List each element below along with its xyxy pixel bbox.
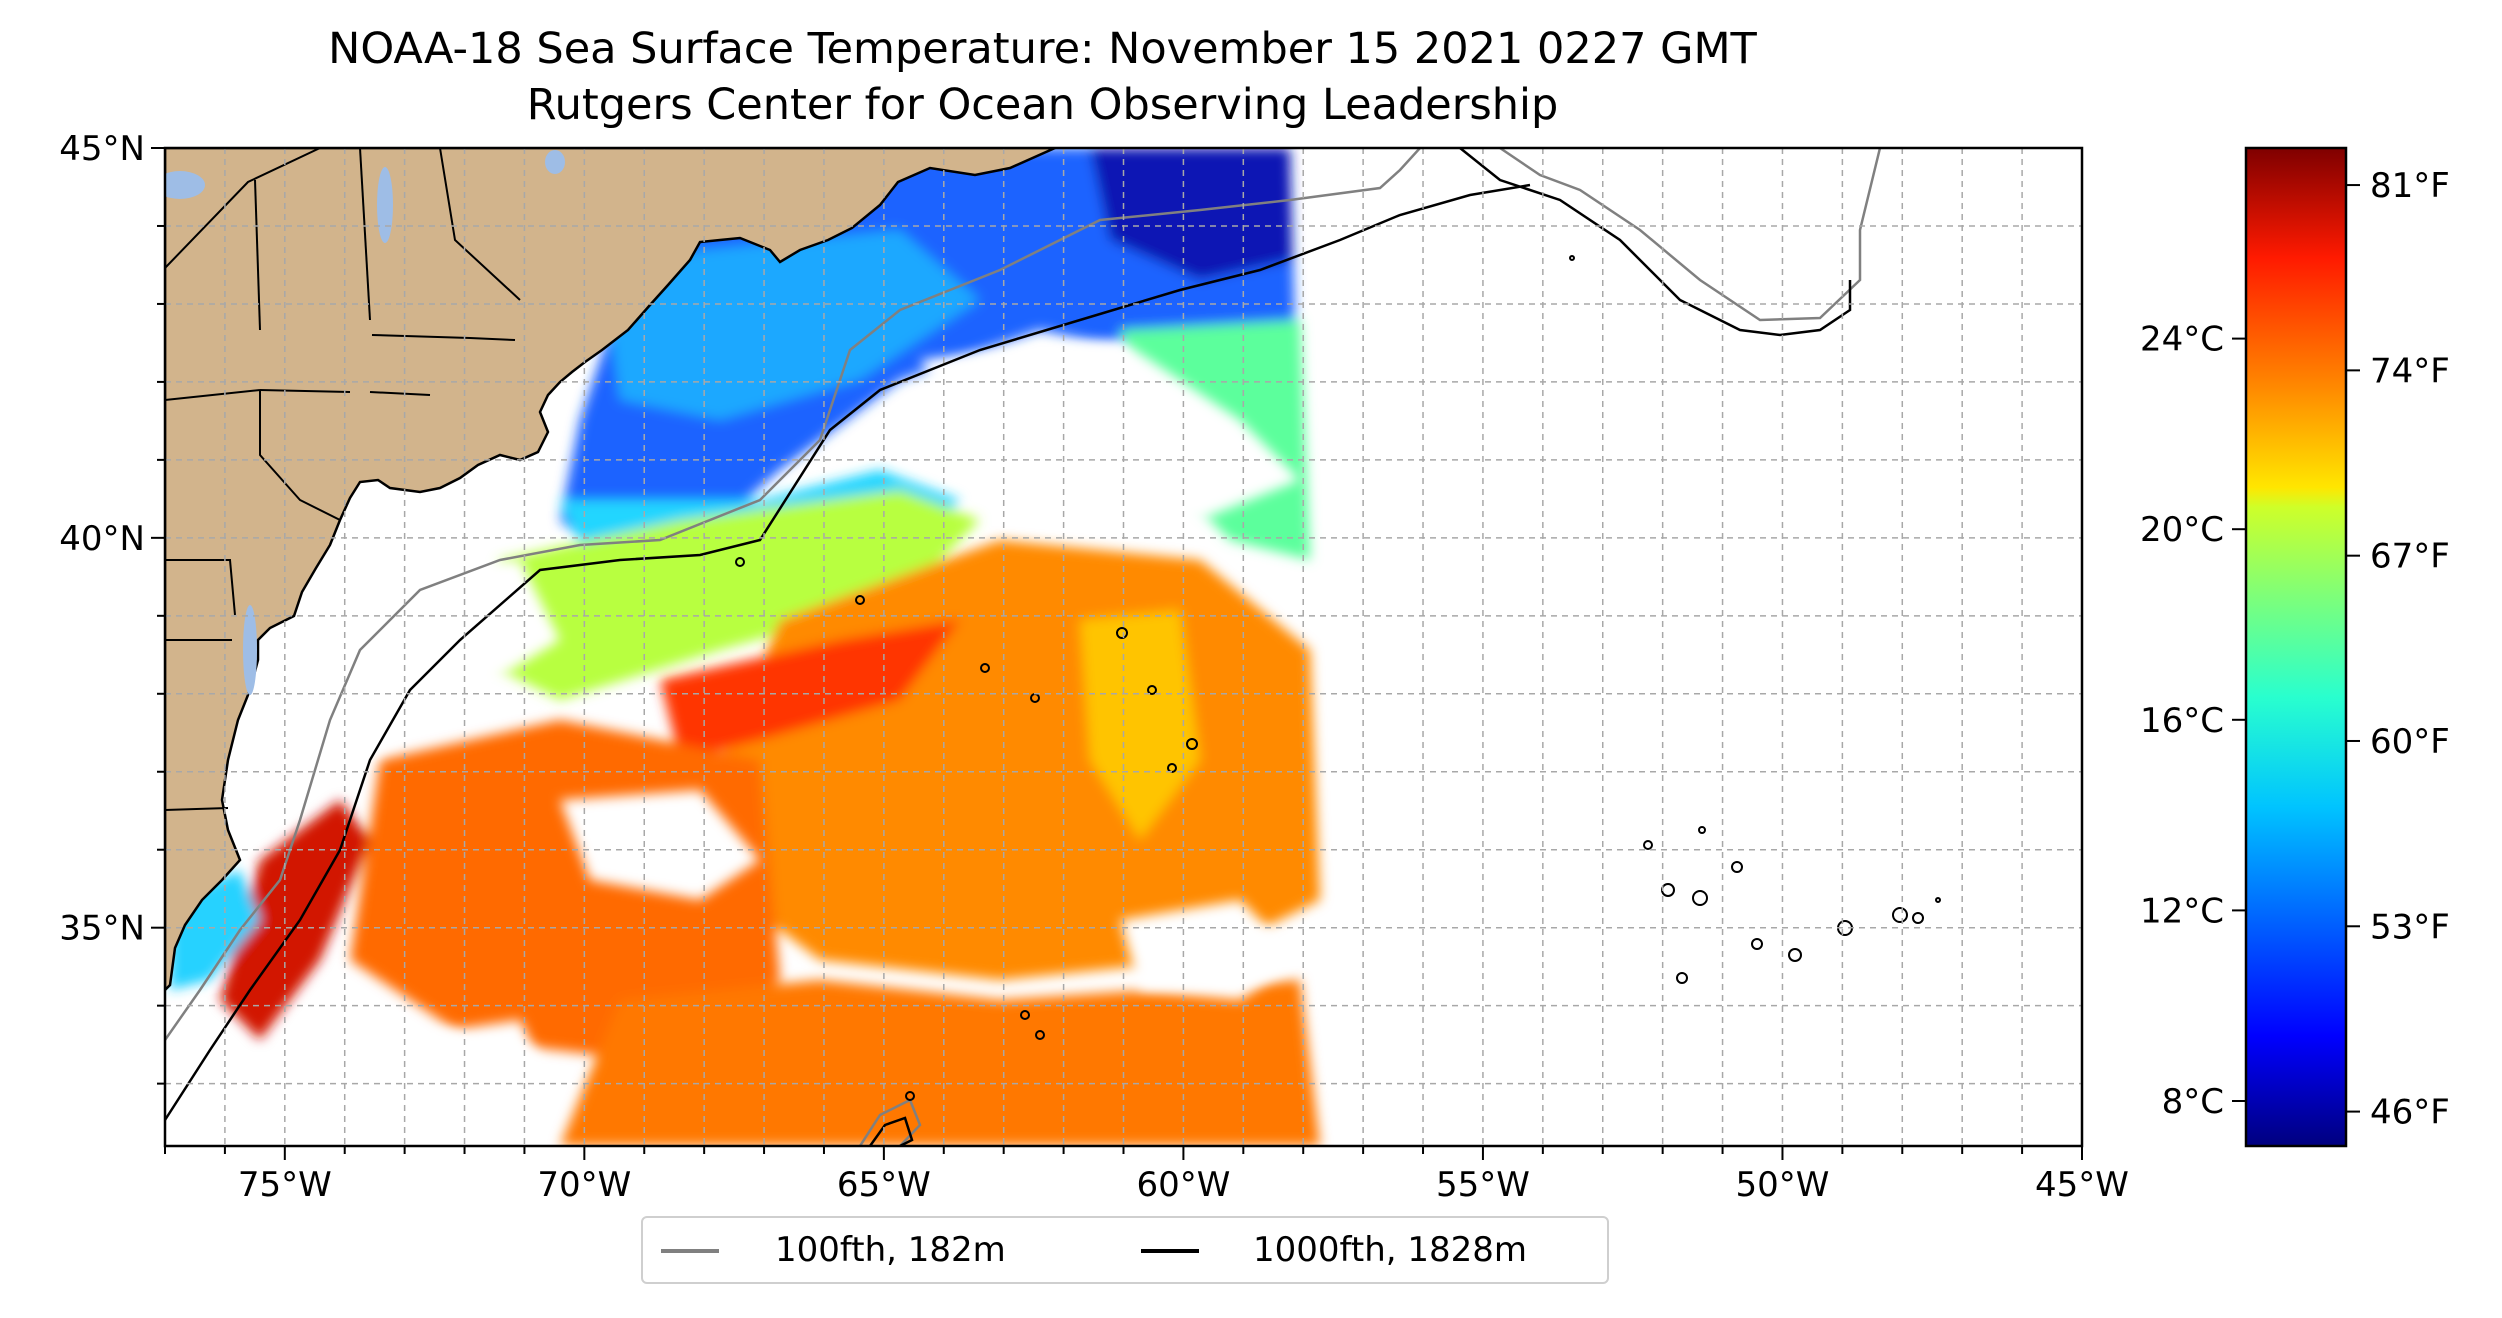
lat-tick-label: 45°N <box>59 129 145 169</box>
inland-water <box>165 150 565 695</box>
colorbar-f-label: 74°F <box>2370 351 2450 391</box>
lat-tick-label: 40°N <box>59 519 145 559</box>
lon-tick-label: 65°W <box>837 1165 931 1205</box>
colorbar <box>2244 146 2348 1148</box>
sst-gulf-of-maine-cyan <box>600 230 980 420</box>
legend: 100fth, 182m 1000fth, 1828m <box>641 1216 1609 1284</box>
lake-champlain <box>377 167 393 243</box>
lon-tick-label: 60°W <box>1136 1165 1230 1205</box>
colorbar-c-label: 12°C <box>2140 891 2224 931</box>
sst-northeast-deep-blue <box>1090 148 1292 280</box>
colorbar-c-label: 8°C <box>2162 1082 2224 1122</box>
lon-tick-label: 50°W <box>1736 1165 1830 1205</box>
bathymetry-1000fth <box>165 148 1852 1146</box>
sst-south-patches <box>560 980 1320 1146</box>
cloud-mask-southeast <box>1120 900 1300 1000</box>
lon-tick-label: 70°W <box>537 1165 631 1205</box>
lat-axis: 45°N 40°N 35°N <box>59 129 165 1085</box>
chesapeake-bay <box>243 605 257 695</box>
colorbar-f-label: 60°F <box>2370 722 2450 762</box>
legend-label-1000fth: 1000fth, 1828m <box>1253 1230 1528 1270</box>
colorbar-c-label: 20°C <box>2140 510 2224 550</box>
sst-warm-yellow-patch <box>1080 610 1200 840</box>
colorbar-c-label: 24°C <box>2140 320 2224 360</box>
colorbar-f-label: 46°F <box>2370 1093 2450 1133</box>
moosehead-lake <box>545 150 565 174</box>
colorbar-f-label: 53°F <box>2370 907 2450 947</box>
map-area <box>165 148 2082 1146</box>
gridlines <box>165 148 2082 1146</box>
lon-tick-label: 45°W <box>2035 1165 2129 1205</box>
lon-axis: 75°W 70°W 65°W 60°W 55°W 50°W 45°W <box>164 1146 2129 1205</box>
cloud-mask-southwest <box>340 1020 560 1146</box>
map-title: NOAA-18 Sea Surface Temperature: Novembe… <box>328 24 1757 74</box>
lon-tick-label: 55°W <box>1436 1165 1530 1205</box>
legend-label-100fth: 100fth, 182m <box>775 1230 1006 1270</box>
colorbar-celsius-ticks: 24°C 20°C 16°C 12°C 8°C <box>2140 320 2246 1122</box>
cloud-mask <box>170 340 1300 1146</box>
sst-gulf-stream-red <box>660 620 960 760</box>
colorbar-f-label: 67°F <box>2370 537 2450 577</box>
lake-ontario-edge <box>165 171 205 199</box>
legend-line-100fth <box>661 1249 719 1253</box>
cloud-mask-north <box>920 340 1300 520</box>
map-subtitle: Rutgers Center for Ocean Observing Leade… <box>526 80 1559 130</box>
legend-line-1000fth <box>1141 1249 1199 1253</box>
cloud-mask-shelf <box>170 560 560 880</box>
lon-tick-label: 75°W <box>238 1165 332 1205</box>
cloud-mask-mid <box>560 790 760 900</box>
colorbar-f-label: 81°F <box>2370 166 2450 206</box>
lat-tick-label: 35°N <box>59 909 145 949</box>
seamounts <box>735 255 1941 1101</box>
colorbar-fahrenheit-ticks: 81°F 74°F 67°F 60°F 53°F 46°F <box>2346 166 2450 1133</box>
colorbar-c-label: 16°C <box>2140 701 2224 741</box>
